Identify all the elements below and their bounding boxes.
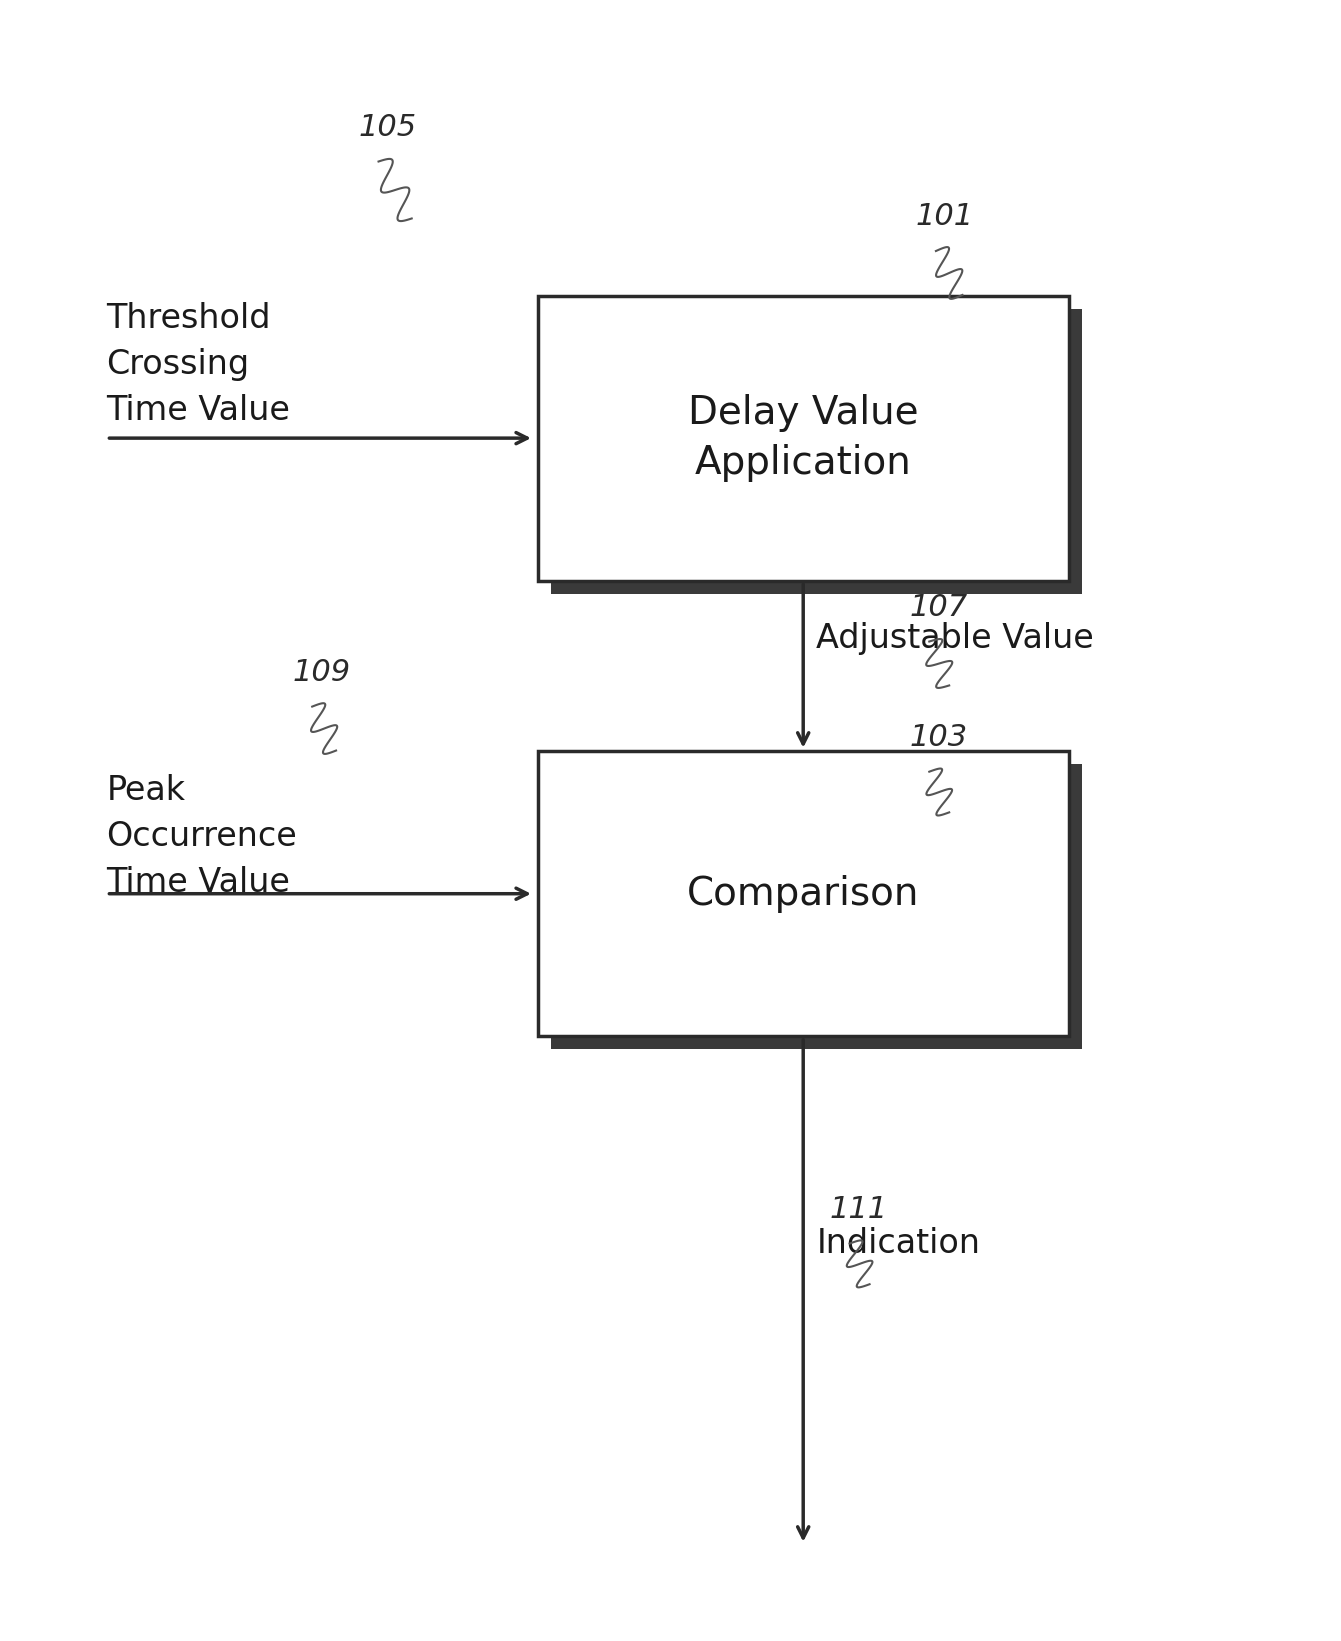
FancyBboxPatch shape — [538, 752, 1069, 1035]
FancyBboxPatch shape — [538, 295, 1069, 581]
Text: Comparison: Comparison — [687, 875, 920, 912]
Text: Indication: Indication — [817, 1227, 980, 1260]
Text: 109: 109 — [292, 658, 350, 688]
Text: Peak
Occurrence
Time Value: Peak Occurrence Time Value — [106, 775, 298, 899]
Text: 103: 103 — [909, 724, 967, 752]
FancyBboxPatch shape — [551, 765, 1082, 1049]
Text: Adjustable Value: Adjustable Value — [817, 622, 1094, 655]
Text: 107: 107 — [909, 592, 967, 622]
FancyBboxPatch shape — [551, 309, 1082, 594]
Text: 105: 105 — [358, 113, 417, 141]
Text: 101: 101 — [916, 202, 974, 231]
Text: 111: 111 — [830, 1195, 888, 1224]
Text: Threshold
Crossing
Time Value: Threshold Crossing Time Value — [106, 302, 291, 427]
Text: Delay Value
Application: Delay Value Application — [688, 394, 919, 482]
